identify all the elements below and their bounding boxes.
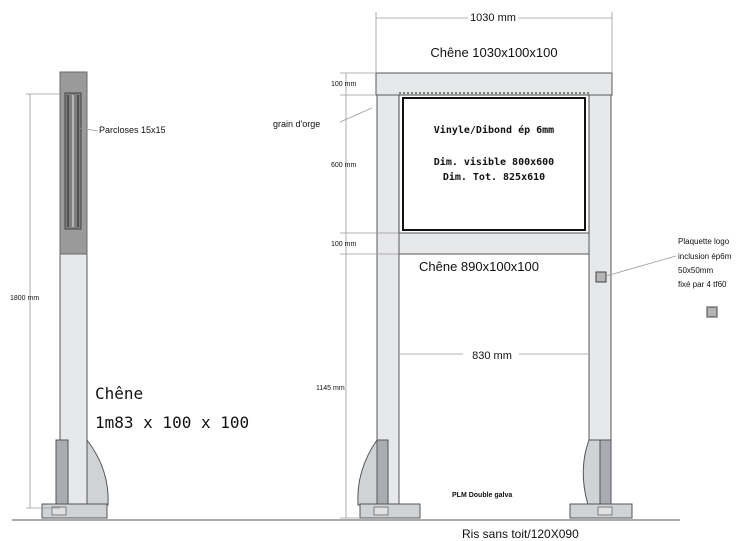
right-foot-slot: [597, 506, 613, 516]
plaquette-line-4: fixé par 4 tf60: [678, 280, 727, 289]
mid-beam: [398, 232, 590, 255]
grain-label: grain d'orge: [273, 119, 320, 129]
left-foot-base: [359, 503, 421, 519]
plaquette-line-1: Plaquette logo: [678, 237, 730, 246]
inner-width-label-bg: [463, 348, 519, 362]
foot-label: PLM Double galva: [452, 492, 512, 499]
caption: Ris sans toit/120X090: [462, 527, 579, 541]
front-view: 1030 mm Chêne 1030x100x100 100 mm 600 mm…: [273, 9, 732, 519]
panel-line-1: Vinyle/Dibond ép 6mm: [434, 124, 554, 136]
parcloses-leader: [79, 127, 99, 132]
panel-line-2: Dim. visible 800x600: [434, 156, 554, 168]
side-foot-gusset: [86, 438, 109, 506]
chene-title: Chêne: [95, 384, 143, 403]
left-foot-gusset: [357, 438, 378, 506]
panel-height-label: 600 mm: [331, 162, 356, 169]
parcloses-label: Parcloses 15x15: [99, 125, 166, 135]
side-view: Parcloses 15x15 1800 mm Chêne 1m83 x 100…: [10, 71, 249, 519]
logo-plaque-detail: [706, 306, 718, 318]
top-width-label: 1030 mm: [470, 12, 516, 24]
side-foot-slot: [51, 506, 67, 516]
grain-leader: [339, 107, 373, 123]
top-beam-label: Chêne 1030x100x100: [430, 45, 557, 60]
left-foot-plate: [376, 439, 389, 506]
top-beam-height-label: 100 mm: [331, 81, 356, 88]
leg-height-label: 1145 mm: [316, 385, 345, 392]
right-foot-plate: [599, 439, 612, 506]
mid-beam-label: Chêne 890x100x100: [419, 259, 539, 274]
total-height-label: 1800 mm: [10, 295, 39, 302]
left-foot-slot: [373, 506, 389, 516]
panel-line-3: Dim. Tot. 825x610: [443, 171, 545, 183]
plaquette-line-2: inclusion ép6m: [678, 252, 732, 261]
plaquette-leader: [605, 255, 677, 277]
plaquette-line-3: 50x50mm: [678, 266, 713, 275]
top-beam: [375, 72, 613, 96]
inner-width-label: 830 mm: [472, 350, 512, 362]
mid-beam-height-label: 100 mm: [331, 241, 356, 248]
right-foot-gusset: [582, 439, 601, 506]
chene-dims: 1m83 x 100 x 100: [95, 413, 249, 432]
top-width-label-bg: [468, 9, 518, 23]
panel-visible: [402, 97, 586, 231]
logo-plaque: [595, 271, 607, 283]
side-foot-plate: [55, 439, 69, 506]
